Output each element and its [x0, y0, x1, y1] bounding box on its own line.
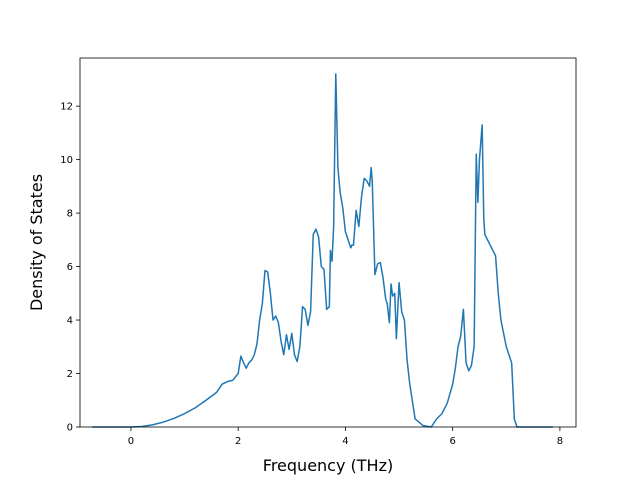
x-tick-label: 8: [557, 436, 563, 447]
dos-series-line: [92, 73, 553, 428]
y-tick-label: 12: [60, 102, 73, 113]
plot-area: [92, 73, 553, 428]
y-tick-label: 8: [67, 209, 73, 220]
y-tick-label: 4: [67, 316, 73, 327]
y-tick-label: 6: [67, 262, 73, 273]
y-tick-label: 10: [60, 155, 73, 166]
x-tick-label: 0: [128, 436, 134, 447]
x-tick-label: 2: [235, 436, 241, 447]
y-axis-label: Density of States: [27, 174, 46, 311]
y-tick-label: 2: [67, 369, 73, 380]
x-tick-label: 6: [449, 436, 455, 447]
y-tick-label: 0: [67, 423, 73, 434]
axis-ticks: 0 2 4 6 8 0 2 4 6 8 10 12: [60, 102, 563, 447]
x-axis-label: Frequency (THz): [263, 456, 393, 475]
axes-frame: [79, 57, 577, 428]
x-tick-label: 4: [342, 436, 348, 447]
